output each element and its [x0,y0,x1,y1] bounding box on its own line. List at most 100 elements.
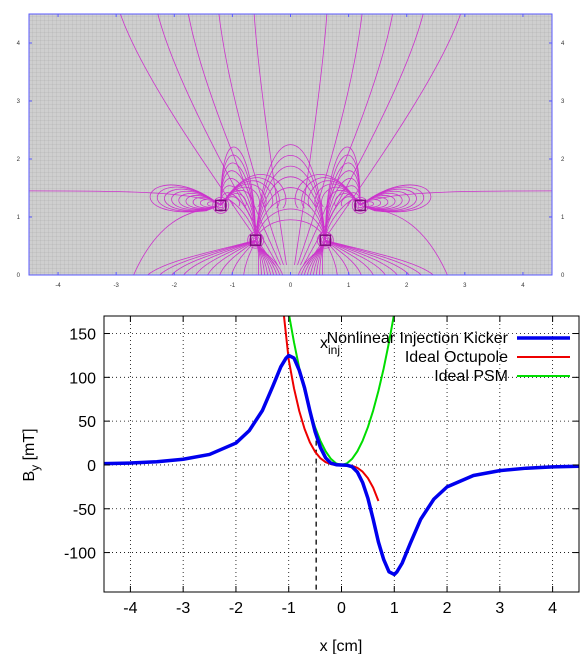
x-ticks: -4 -3 -2 -1 0 1 2 3 4 [123,316,557,617]
y-tick-label: -50 [73,502,96,519]
field-line [231,239,256,275]
contour-y-tick-label-left: 2 [17,157,21,163]
conductor-box [215,199,227,212]
y-ticks: 150 100 50 0 -50 -100 [64,327,579,563]
field-line [255,208,326,241]
contour-y-tick-label-right: 0 [561,273,565,279]
field-line [220,180,274,208]
field-line [220,170,257,241]
field-line [157,14,278,266]
y-tick-label: 50 [78,414,96,431]
field-line [187,14,281,266]
contour-x-tick-label: -4 [55,283,61,289]
y-tick-label: 0 [87,458,96,475]
y-axis-label: By [mT] [21,428,42,481]
field-line [325,239,374,275]
legend-label: Nonlinear Injection Kicker [327,330,509,347]
field-line [325,239,350,275]
series-lines [104,316,579,577]
field-line [325,239,362,275]
field-line [294,14,328,266]
series-line-0 [104,353,579,577]
field-line [133,207,213,275]
x-tick-label: -4 [123,600,137,617]
field-line [359,184,432,213]
field-line [301,177,361,209]
legend-label: Ideal PSM [434,368,508,385]
x-axis-label: x [cm] [320,638,363,654]
field-line [255,165,326,241]
field-line [149,184,222,213]
field-line [325,239,398,275]
field-line [306,14,461,266]
field-line [220,146,257,241]
field-line [147,239,256,275]
contour-y-tick-label-left: 3 [17,99,21,105]
contour-x-ticks: -4 -3 -2 -1 0 1 2 3 4 [55,14,525,289]
field-profile-line-chart: -4 -3 -2 -1 0 1 2 3 4 150 100 50 0 -50 -100 Nonlinear… [21,315,580,654]
conductor-core [253,237,259,243]
contour-y-tick-label-right: 2 [561,157,565,163]
field-line [255,198,326,241]
field-lines [29,14,552,275]
field-line [324,170,361,241]
contour-y-tick-label-right: 3 [561,99,565,105]
contour-x-tick-label: -1 [230,283,236,289]
field-line-contour-plot: -4 -3 -2 -1 0 1 2 3 4 0 0 1 1 2 2 3 3 4 4 [17,13,565,289]
y-tick-label: 150 [69,327,96,344]
contour-x-tick-label: 2 [405,283,409,289]
field-line [255,176,326,241]
field-line [324,192,361,241]
contour-x-tick-label: 0 [289,283,293,289]
field-line [120,14,275,266]
contour-x-tick-label: 3 [463,283,467,289]
field-line [368,207,448,275]
x-tick-label: 0 [337,600,346,617]
field-line [359,190,410,211]
field-line [324,146,361,241]
conductor-core [357,202,363,208]
contour-x-tick-label: -2 [172,283,178,289]
x-tick-label: -2 [229,600,243,617]
y-tick-label: 100 [69,370,96,387]
contour-y-tick-label-left: 0 [17,273,21,279]
contour-y-tick-label-left: 1 [17,215,21,221]
field-line [255,187,326,241]
field-line [324,240,338,275]
x-tick-label: 1 [390,600,399,617]
contour-x-tick-label: 4 [521,283,525,289]
conductor-core [218,202,224,208]
field-line [243,240,257,275]
field-line [297,14,363,266]
contour-x-tick-label: 1 [347,283,351,289]
field-line [195,239,256,275]
y-axis-label-sub: y [28,465,42,471]
field-line [325,239,434,275]
field-line [178,193,222,210]
annotation-sub: inj [328,343,340,357]
contour-y-tick-label-left: 4 [17,41,21,47]
field-line [303,14,424,266]
field-line [297,240,326,275]
contour-y-ticks: 0 0 1 1 2 2 3 3 4 4 [17,41,565,279]
field-line [325,239,386,275]
field-line [207,239,256,275]
x-tick-label: 2 [443,600,452,617]
field-line [220,192,257,241]
legend: Nonlinear Injection Kicker Ideal Octupole… [327,330,570,385]
x-tick-label: 4 [548,600,557,617]
injection-annotation: xinj [320,335,340,357]
field-line [359,193,403,210]
field-line [183,239,256,275]
field-line [255,155,326,241]
field-line [255,240,284,275]
conductors [215,199,366,246]
field-line [324,185,361,241]
field-line [164,188,222,211]
field-line [374,190,552,200]
field-line [185,195,222,209]
line-chart-background [104,316,579,592]
x-tick-label: 3 [495,600,504,617]
conductor-box [249,234,262,246]
